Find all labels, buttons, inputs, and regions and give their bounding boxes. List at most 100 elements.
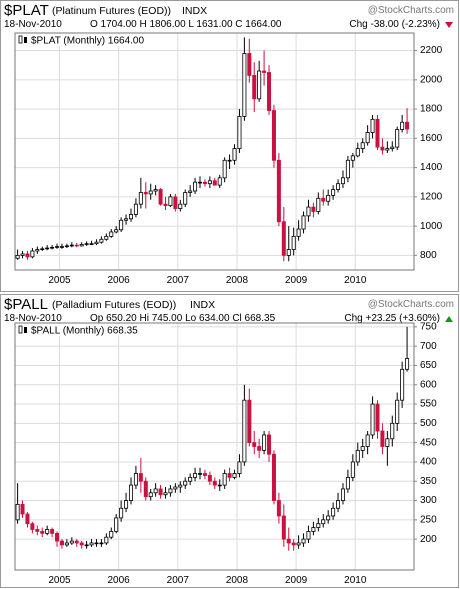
- candle-body: [64, 542, 69, 546]
- candle-body: [355, 148, 360, 157]
- legend-icon: [18, 325, 23, 334]
- candle-body: [94, 542, 99, 545]
- candle-body: [74, 540, 79, 544]
- candle-body: [69, 244, 74, 247]
- candle-body: [114, 517, 119, 532]
- candle-body: [124, 218, 129, 221]
- candle-body: [365, 434, 370, 447]
- watermark: @StockCharts.com: [368, 5, 454, 16]
- candle-body: [311, 206, 316, 212]
- candle-body: [262, 434, 267, 451]
- subtitle: (Palladium Futures (EOD)): [52, 299, 176, 311]
- candle-body: [281, 221, 286, 256]
- y-tick-label: 1400: [420, 162, 443, 173]
- candle-body: [212, 180, 217, 186]
- candle-body: [84, 243, 89, 245]
- change: Chg +23.25 (+3.60%): [344, 313, 440, 324]
- candle-body: [183, 480, 188, 486]
- y-tick-label: 350: [420, 476, 437, 487]
- candle-body: [400, 121, 405, 130]
- candle-body: [271, 110, 276, 161]
- candle-body: [138, 192, 143, 205]
- legend-box: [16, 34, 171, 46]
- candle-body: [138, 473, 143, 482]
- candle-body: [385, 148, 390, 151]
- candle-body: [128, 484, 133, 501]
- candle-body: [331, 507, 336, 517]
- candle-body: [360, 446, 365, 451]
- candle-body: [267, 434, 272, 455]
- candle-body: [360, 142, 365, 149]
- quote: Op 650.20 Hi 745.00 Lo 634.00 Cl 668.35: [90, 313, 276, 324]
- date: 18-Nov-2010: [4, 19, 62, 30]
- y-tick-label: 600: [420, 379, 437, 390]
- y-tick-label: 650: [420, 360, 437, 371]
- candle-body: [20, 503, 25, 515]
- candle-body: [207, 180, 212, 185]
- candle-body: [15, 254, 20, 259]
- candle-body: [193, 181, 198, 192]
- candle-body: [390, 422, 395, 440]
- candle-body: [50, 246, 55, 249]
- x-tick-label: 2006: [108, 575, 131, 586]
- candle-body: [109, 231, 114, 237]
- candle-body: [321, 519, 326, 525]
- candle-body: [296, 542, 301, 546]
- candle-body: [183, 192, 188, 205]
- x-tick-label: 2005: [48, 575, 71, 586]
- candle-body: [247, 53, 252, 76]
- candle-body: [207, 475, 212, 482]
- candle-body: [163, 203, 168, 207]
- candle-body: [340, 177, 345, 185]
- y-tick-label: 750: [420, 322, 437, 333]
- x-tick-label: 2008: [226, 575, 249, 586]
- candle-body: [222, 159, 227, 179]
- watermark: @StockCharts.com: [368, 299, 454, 310]
- x-tick-label: 2007: [167, 575, 190, 586]
- candle-body: [168, 196, 173, 207]
- y-tick-label: 450: [420, 437, 437, 448]
- candle-body: [227, 159, 232, 162]
- candle-body: [99, 542, 104, 545]
- candle-body: [247, 399, 252, 444]
- legend-icon: [24, 327, 27, 333]
- legend-label: $PALL (Monthly) 668.35: [31, 326, 138, 337]
- x-tick-label: 2008: [226, 275, 249, 286]
- candle-body: [99, 238, 104, 243]
- candle-body: [158, 488, 163, 496]
- candle-body: [30, 250, 35, 258]
- candle-body: [316, 523, 321, 528]
- candle-body: [321, 197, 326, 202]
- candle-body: [20, 253, 25, 256]
- change-arrow: [445, 22, 453, 28]
- y-tick-label: 2000: [420, 74, 443, 85]
- candle-body: [237, 115, 242, 149]
- candle-body: [133, 203, 138, 215]
- quote: O 1704.00 H 1806.00 L 1631.00 C 1664.00: [90, 19, 282, 30]
- candle-body: [296, 228, 301, 237]
- candle-body: [119, 219, 124, 231]
- candle-body: [89, 542, 94, 546]
- candle-body: [355, 449, 360, 463]
- legend-box: [16, 324, 171, 336]
- subtitle: (Platinum Futures (EOD)): [52, 5, 171, 17]
- candle-body: [222, 473, 227, 486]
- legend-icon: [24, 37, 27, 43]
- plot-area: [15, 33, 414, 270]
- x-tick-label: 2010: [344, 575, 367, 586]
- candle-body: [128, 214, 133, 220]
- candle-body: [124, 500, 129, 509]
- y-tick-label: 2200: [420, 45, 443, 56]
- candle-body: [336, 183, 341, 190]
- candle-body: [232, 473, 237, 478]
- x-tick-label: 2006: [108, 275, 131, 286]
- y-tick-label: 800: [420, 250, 437, 261]
- y-tick-label: 1600: [420, 133, 443, 144]
- date: 18-Nov-2010: [4, 313, 62, 324]
- candle-body: [50, 529, 55, 534]
- candle-body: [173, 196, 178, 209]
- candle-body: [64, 245, 69, 248]
- candle-body: [385, 438, 390, 447]
- legend-label: $PLAT (Monthly) 1664.00: [31, 36, 144, 47]
- y-tick-label: 250: [420, 514, 437, 525]
